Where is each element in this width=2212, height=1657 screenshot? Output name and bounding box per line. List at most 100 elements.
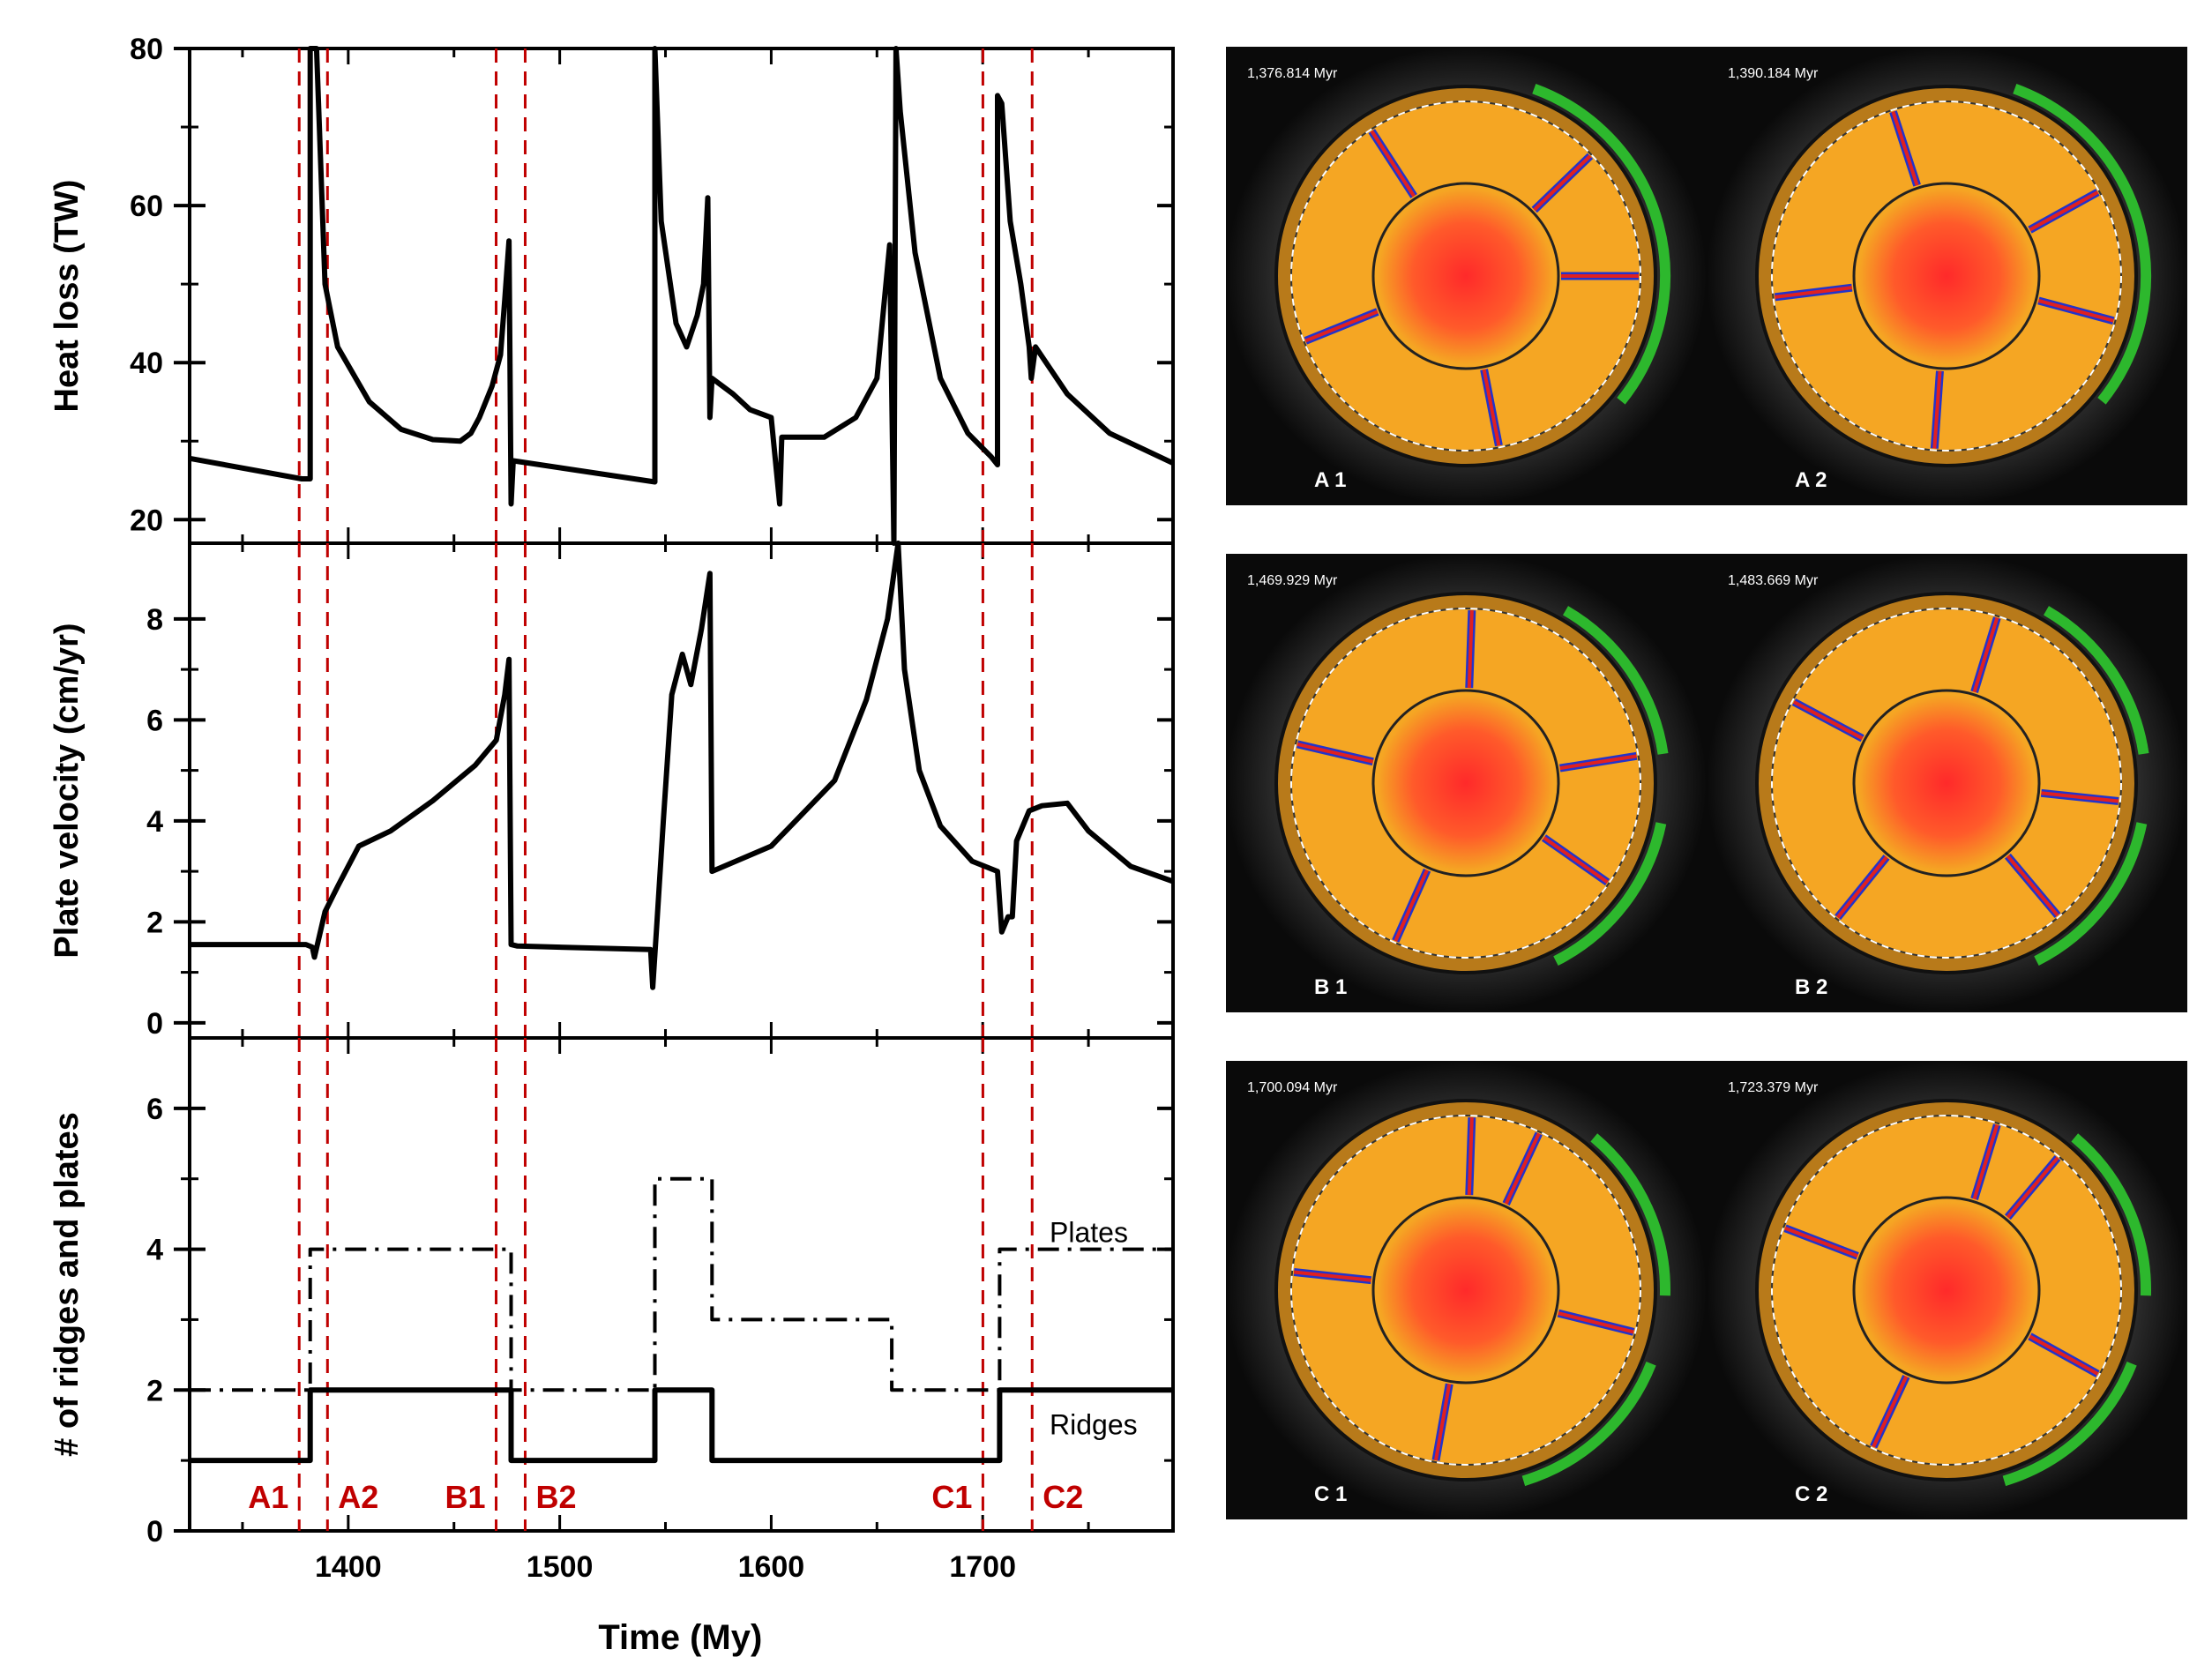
snapshot-time: 1,723.379 Myr xyxy=(1728,1080,1819,1095)
ridge-line xyxy=(1370,130,1416,198)
plate-arc xyxy=(1553,822,1667,967)
snapshot-panel-a: 1,376.814 Myr A 1 1,390.184 Myr A 2 xyxy=(1226,47,2187,505)
axes-frame xyxy=(188,541,1175,1040)
snapshot-label: C 1 xyxy=(1314,1482,1348,1506)
planet-core xyxy=(1858,188,2035,364)
surface-dashed-ring xyxy=(1771,1115,2122,1466)
ridge-line xyxy=(1972,1123,1999,1200)
ridge-line xyxy=(1558,1311,1634,1334)
snapshot-label: A 1 xyxy=(1314,468,1347,492)
axes-frame xyxy=(188,47,1175,545)
series-line-plates xyxy=(190,1176,1173,1392)
y-axis-label: Heat loss (TW) xyxy=(49,180,86,413)
y-tick-label: 20 xyxy=(130,504,163,537)
ridge-line xyxy=(1836,855,1888,919)
x-tick-label: 1500 xyxy=(527,1550,594,1584)
ridge-line xyxy=(1784,1226,1858,1258)
ridge-line xyxy=(1504,1132,1541,1205)
inner-ring xyxy=(1852,1196,2041,1385)
planet-core xyxy=(1378,695,1554,871)
snapshot-canvas xyxy=(1226,1061,2187,1519)
ridge-line xyxy=(1793,700,1864,741)
ridge-line xyxy=(2029,1334,2099,1376)
ridge-line xyxy=(1872,1376,1909,1448)
surface-dashed-ring xyxy=(1771,608,2122,959)
surface-dashed-ring xyxy=(1771,101,2122,452)
plate-arc xyxy=(1521,1362,1656,1487)
y-tick-label: 80 xyxy=(130,33,163,66)
ridge-line xyxy=(1891,110,1919,186)
y-tick-label: 2 xyxy=(146,906,163,939)
ridge-line xyxy=(1394,869,1429,942)
y-tick-label: 60 xyxy=(130,190,163,223)
y-tick-label: 2 xyxy=(146,1374,163,1407)
surface-dashed-ring xyxy=(1290,101,1641,452)
snapshot-label: B 2 xyxy=(1795,975,1828,999)
series-label-ridges: Ridges xyxy=(1050,1408,1138,1440)
plate-arc xyxy=(2034,822,2148,967)
ridge-line xyxy=(1467,610,1474,689)
ridge-line xyxy=(2006,1156,2059,1219)
marker-label-b2: B2 xyxy=(535,1479,576,1515)
marker-label-a2: A2 xyxy=(338,1479,378,1515)
ridge-line xyxy=(1775,286,1853,299)
ridge-line xyxy=(2037,299,2114,323)
snapshot-panel-b: 1,469.929 Myr B 1 1,483.669 Myr B 2 xyxy=(1226,554,2187,1012)
inner-ring xyxy=(1852,689,2041,877)
snapshot-time: 1,483.669 Myr xyxy=(1728,573,1819,588)
plot-panel-1 xyxy=(174,46,1175,546)
ridge-line xyxy=(2029,190,2099,232)
planet-snapshot xyxy=(1226,47,1707,505)
y-tick-label: 40 xyxy=(130,347,163,380)
snapshot-panel-c: 1,700.094 Myr C 1 1,723.379 Myr C 2 xyxy=(1226,1061,2187,1519)
plate-arc xyxy=(2043,606,2149,755)
y-tick-label: 4 xyxy=(146,1234,163,1267)
planet-snapshot xyxy=(1707,47,2187,505)
x-tick-label: 1700 xyxy=(949,1550,1016,1584)
axes-frame xyxy=(188,1036,1175,1533)
surface-dashed-ring xyxy=(1290,1115,1641,1466)
plot-panel-2 xyxy=(174,541,1175,1040)
ridge-line xyxy=(1533,154,1592,212)
marker-label-a1: A1 xyxy=(248,1479,288,1515)
marker-label-c1: C1 xyxy=(931,1479,972,1515)
snapshot-label: A 2 xyxy=(1795,468,1827,492)
x-tick-label: 1400 xyxy=(315,1550,382,1584)
planet-snapshot xyxy=(1707,554,2187,1012)
plate-arc xyxy=(2002,1362,2137,1487)
ridge-line xyxy=(1482,369,1501,446)
series-line-ridges xyxy=(190,1387,1173,1464)
inner-ring xyxy=(1852,182,2041,370)
planet-core xyxy=(1858,1202,2035,1378)
snapshot-time: 1,700.094 Myr xyxy=(1247,1080,1338,1095)
snapshot-label: B 1 xyxy=(1314,975,1348,999)
plate-arc xyxy=(2071,1133,2151,1296)
plate-arc xyxy=(1590,1133,1670,1296)
snapshot-canvas xyxy=(1226,554,2187,1012)
snapshot-time: 1,376.814 Myr xyxy=(1247,66,1338,81)
plot-panel-3 xyxy=(174,1036,1175,1533)
ridge-line xyxy=(1433,1384,1452,1461)
ridge-line xyxy=(2041,791,2119,803)
x-axis-label: Time (My) xyxy=(598,1618,762,1657)
y-tick-label: 6 xyxy=(146,1093,163,1126)
ridge-line xyxy=(1304,310,1379,343)
snapshot-time: 1,390.184 Myr xyxy=(1728,66,1819,81)
plate-arc xyxy=(2013,83,2151,405)
y-tick-label: 8 xyxy=(146,603,163,637)
inner-ring xyxy=(1371,689,1560,877)
y-axis-label: # of ridges and plates xyxy=(49,1112,86,1457)
ridge-line xyxy=(1932,370,1942,449)
y-axis-label: Plate velocity (cm/yr) xyxy=(49,623,86,958)
planet-snapshot xyxy=(1226,1061,1707,1519)
y-tick-label: 0 xyxy=(146,1007,163,1041)
ridge-line xyxy=(2006,855,2059,917)
snapshot-canvas xyxy=(1226,47,2187,505)
snapshot-label: C 2 xyxy=(1795,1482,1828,1506)
ridge-line xyxy=(1297,742,1374,764)
plate-arc xyxy=(1562,606,1669,755)
snapshot-time: 1,469.929 Myr xyxy=(1247,573,1338,588)
planet-snapshot xyxy=(1707,1061,2187,1519)
y-tick-label: 6 xyxy=(146,704,163,737)
ridge-line xyxy=(1467,1117,1474,1196)
